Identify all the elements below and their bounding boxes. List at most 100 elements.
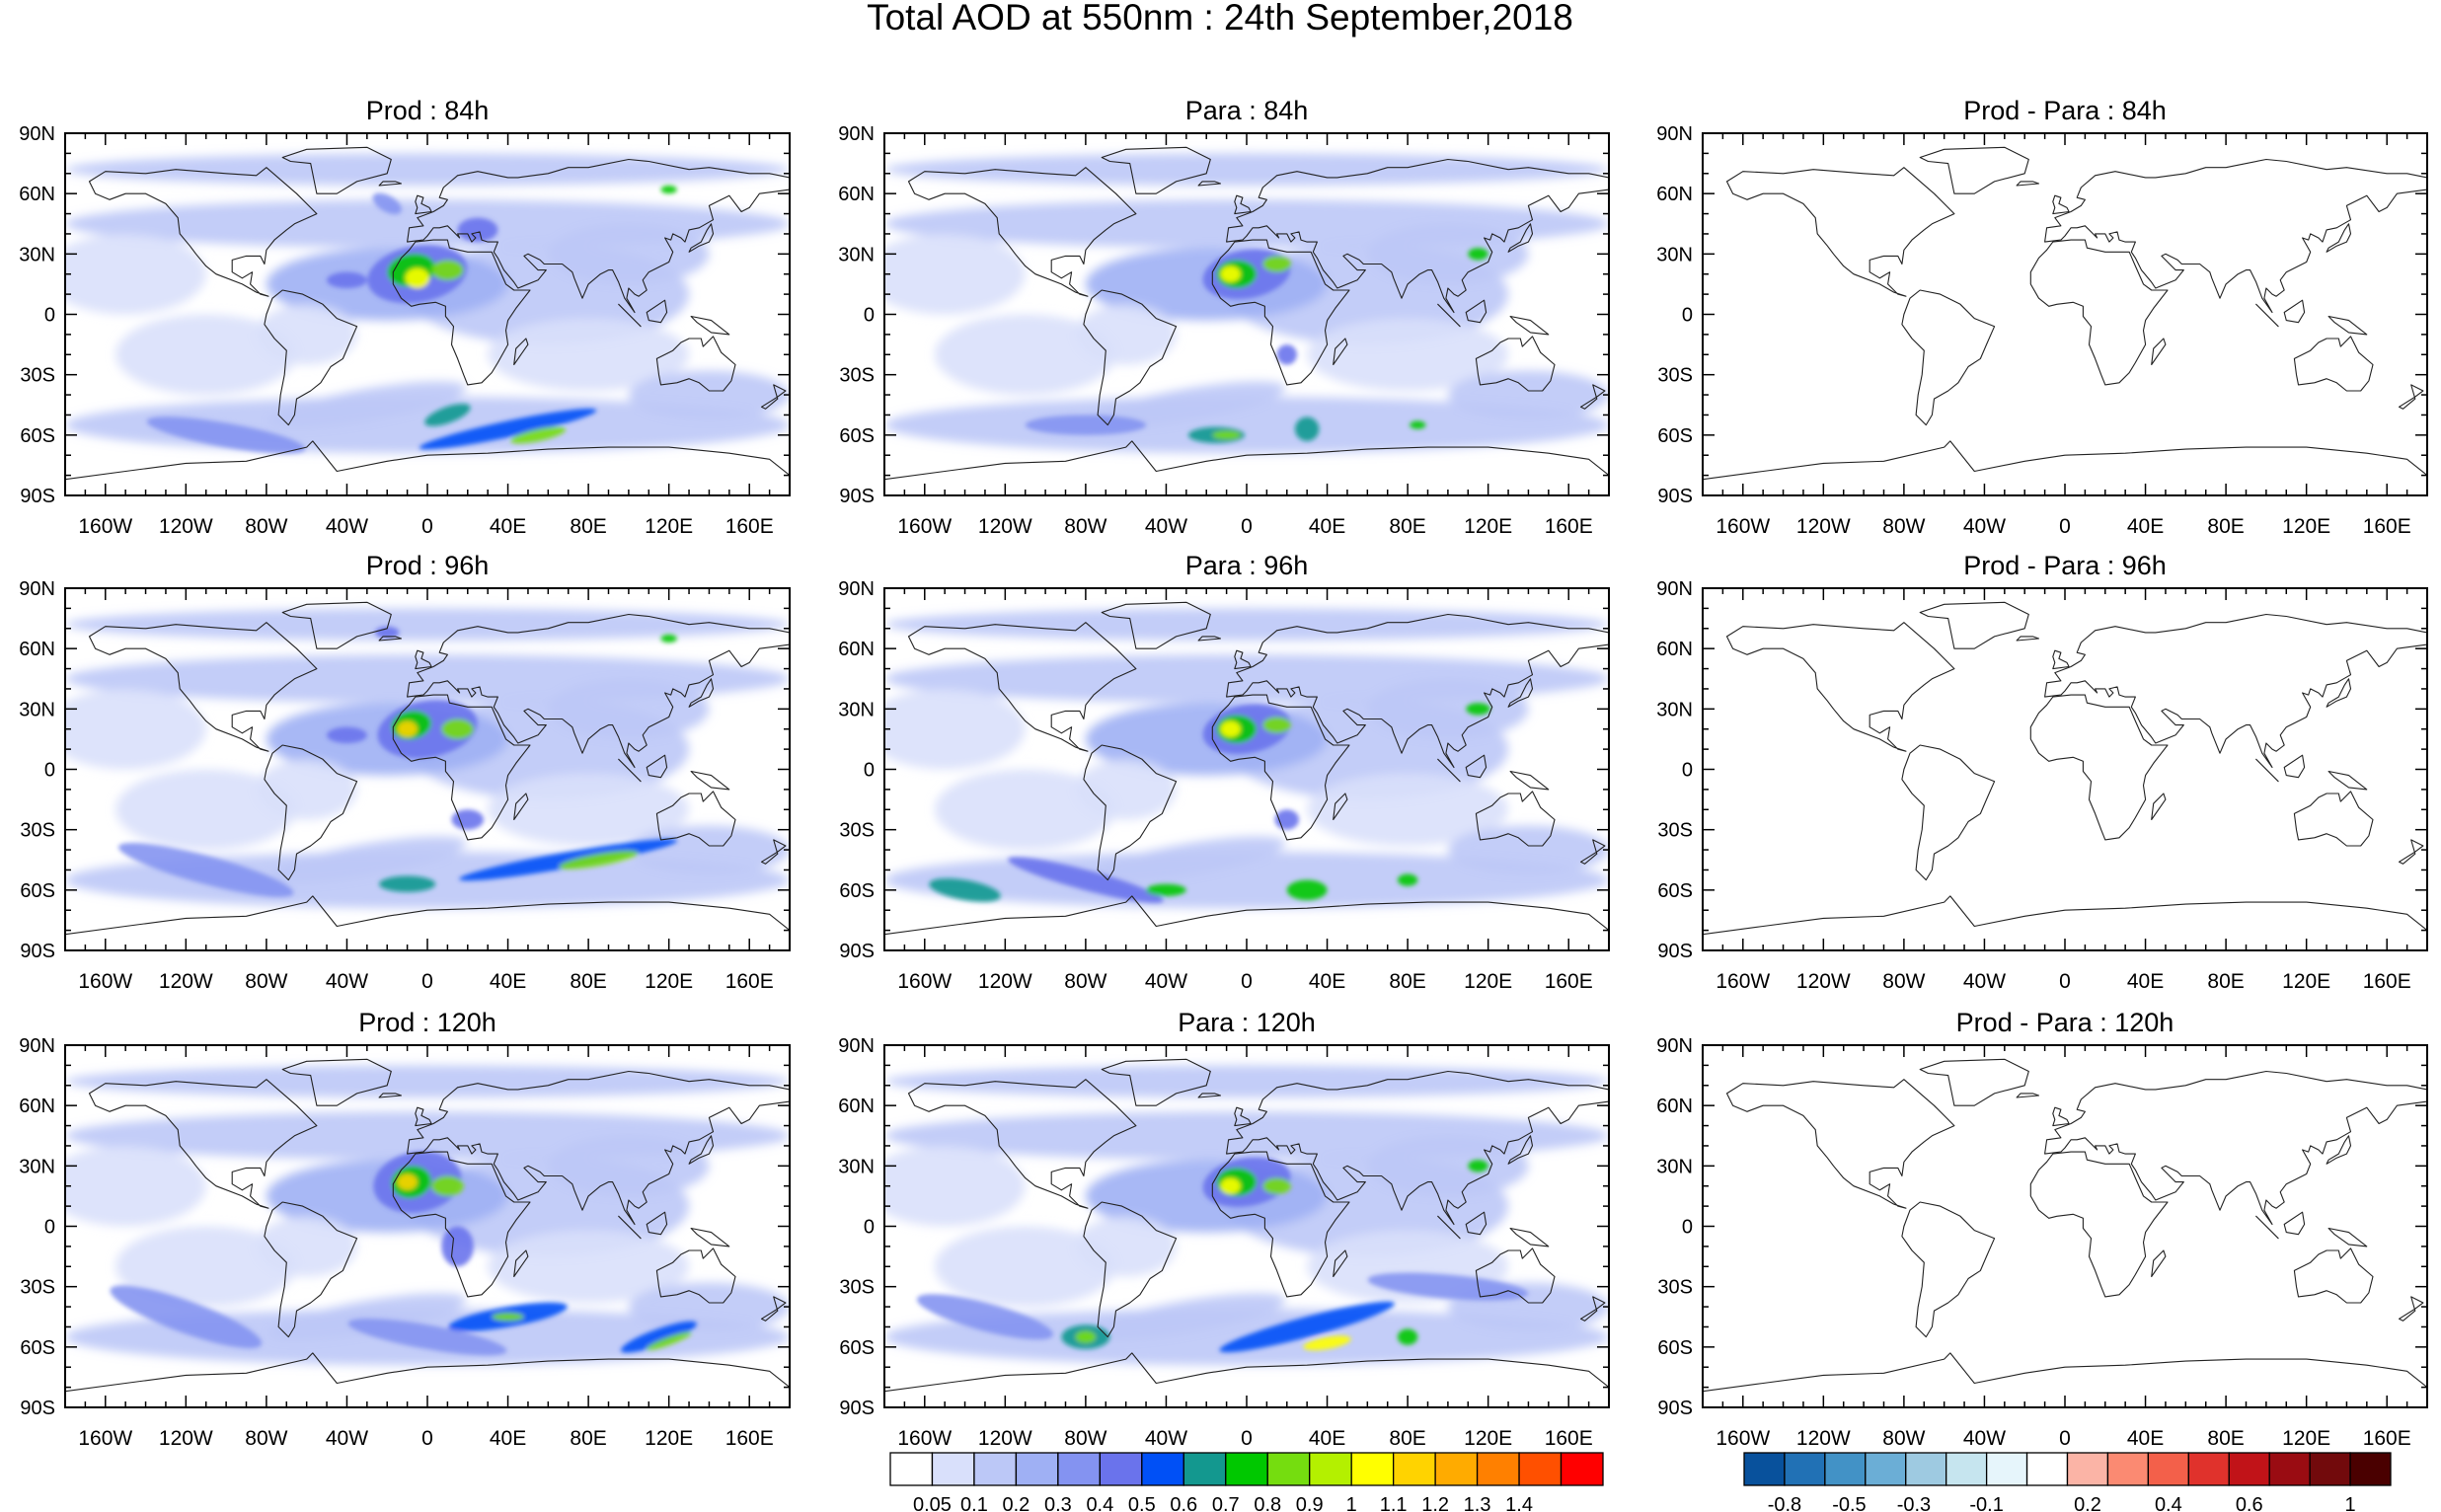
lat-label: 90S <box>839 1398 875 1419</box>
lat-label: 30N <box>838 244 875 265</box>
data-blob <box>548 223 710 284</box>
coastline <box>1234 194 1252 215</box>
coastline <box>618 1215 642 1240</box>
lat-label: 60N <box>838 639 875 660</box>
coastline <box>2151 1249 2167 1278</box>
colorbar-box <box>1392 1452 1436 1486</box>
colorbar-label: 1 <box>1346 1494 1357 1512</box>
lon-label: 160E <box>2363 515 2411 538</box>
coastline <box>688 223 715 253</box>
data-blob <box>548 1135 710 1196</box>
coastline <box>1507 1135 1534 1165</box>
coastline <box>2398 384 2424 410</box>
lat-label: 0 <box>1682 1217 1693 1239</box>
colorbar-label: -0.3 <box>1897 1494 1931 1512</box>
coastline <box>1509 770 1550 791</box>
coastline <box>1579 839 1606 865</box>
map-panel: Prod - Para : 120h 90N 60N 30N 0 30S 60S 90S 160… <box>1656 1008 2428 1450</box>
coastline <box>2326 678 2352 708</box>
colorbar-box <box>1141 1452 1184 1486</box>
data-blob <box>267 836 467 884</box>
lon-label: 160W <box>1716 1427 1770 1450</box>
lon-label: 0 <box>1241 1427 1253 1450</box>
coastline <box>2044 613 2427 769</box>
lat-label: 30S <box>20 365 55 387</box>
lat-label: 60S <box>20 880 55 902</box>
data-blob <box>1410 420 1426 429</box>
data-blob <box>397 1173 418 1190</box>
lat-label: 60N <box>19 184 55 205</box>
coastline <box>415 1106 432 1127</box>
colorbar-label: 0.7 <box>1212 1494 1240 1512</box>
colorbar-label: 0.6 <box>1170 1494 1197 1512</box>
data-blob <box>1146 883 1186 896</box>
coastline <box>1507 678 1534 708</box>
data-blob <box>559 850 639 869</box>
colorbar-label: 0.4 <box>2155 1494 2182 1512</box>
lon-label: 40W <box>1145 1427 1187 1450</box>
coastline <box>1234 1106 1252 1127</box>
lat-label: 30N <box>19 244 55 265</box>
lat-label: 30S <box>20 1277 55 1299</box>
lat-label: 30S <box>1657 1277 1693 1299</box>
data-blob <box>114 314 297 396</box>
coastline <box>264 1201 358 1338</box>
coastline <box>1437 1215 1461 1240</box>
data-blob <box>492 1313 524 1322</box>
coastline <box>392 694 531 841</box>
colorbar-box <box>2106 1452 2150 1486</box>
ticks <box>64 132 791 496</box>
data-blob <box>488 1230 690 1303</box>
colorbar-label: 1.1 <box>1380 1494 1408 1512</box>
lon-label: 160E <box>2363 1427 2411 1450</box>
colorbar-box <box>2025 1452 2069 1486</box>
lon-label: 80W <box>245 515 287 538</box>
lon-label: 40E <box>2127 970 2164 993</box>
colorbar-box <box>1743 1452 1786 1486</box>
data-blob <box>1468 1160 1488 1172</box>
colorbar-box <box>1518 1452 1563 1486</box>
coastline <box>1465 754 1487 779</box>
lat-label: 30N <box>838 699 875 720</box>
coastline <box>760 1296 787 1322</box>
lon-label: 160E <box>1545 515 1593 538</box>
data-blob <box>934 1226 1116 1308</box>
colorbar-label: 0.2 <box>2074 1494 2101 1512</box>
data-blob <box>1262 1177 1291 1194</box>
lon-label: 120E <box>1464 1427 1512 1450</box>
coastlines <box>884 1058 1609 1407</box>
lat-label: 90S <box>1657 1398 1693 1419</box>
coastline <box>1083 1201 1178 1338</box>
coastline <box>1333 338 1348 366</box>
data-blob <box>1294 416 1320 441</box>
coastline <box>2151 793 2167 821</box>
coastline <box>655 336 736 392</box>
ticks <box>1702 1044 2428 1408</box>
lat-label: 0 <box>1682 305 1693 327</box>
lat-label: 90N <box>19 578 55 600</box>
colorbar-box <box>1225 1452 1268 1486</box>
colorbar-label: 0.4 <box>1086 1494 1113 1512</box>
map-panel: Para : 96h 90N 60N 30N 0 30S 60S 90S 160W 120W 80W… <box>838 551 1610 993</box>
colorbar-label: 0.1 <box>960 1494 988 1512</box>
data-blob <box>628 1282 790 1331</box>
panel-title: Prod - Para : 120h <box>1956 1008 2174 1037</box>
lat-label: 60N <box>1656 1096 1693 1117</box>
data-blob <box>884 397 1609 454</box>
coastline <box>2326 1135 2352 1165</box>
colorbar-box <box>1945 1452 1988 1486</box>
coastline <box>2398 1296 2424 1322</box>
lon-label: 80E <box>2207 515 2244 538</box>
colorbar-label: 0.8 <box>1254 1494 1281 1512</box>
coastline <box>688 1135 715 1165</box>
map-panel: Para : 120h 90N 60N 30N 0 30S 60S 90S 160W 120W 80… <box>838 1008 1610 1450</box>
lon-label: 120W <box>978 1427 1032 1450</box>
data-blob <box>65 233 206 315</box>
lat-label: 30S <box>839 820 875 842</box>
lon-label: 0 <box>421 970 433 993</box>
coastline <box>392 239 531 386</box>
lon-label: 40E <box>490 970 526 993</box>
coastline <box>1234 649 1252 670</box>
data-blob <box>424 404 471 426</box>
coastline <box>2052 1106 2070 1127</box>
